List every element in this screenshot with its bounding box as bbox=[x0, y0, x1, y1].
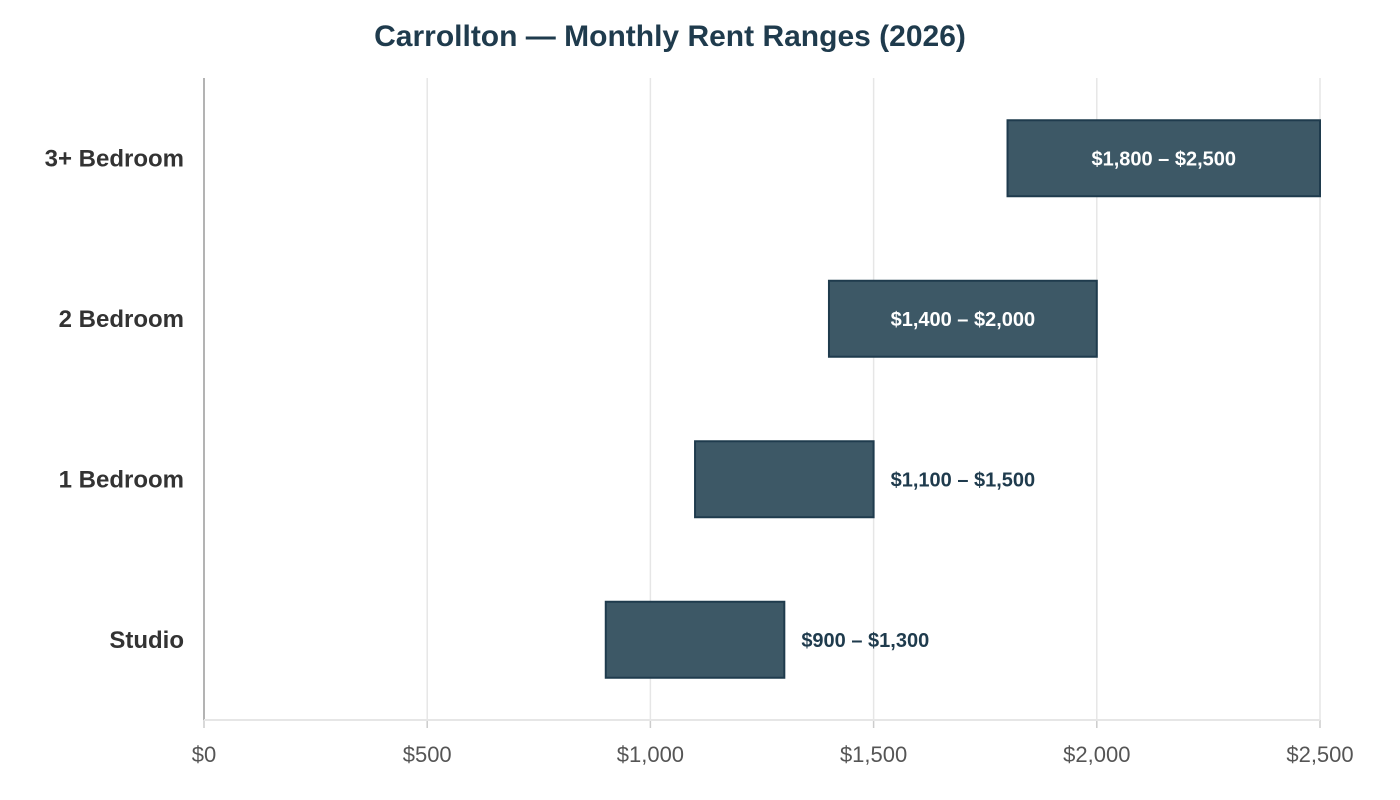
range-bar bbox=[827, 279, 1098, 358]
category-label: 3+ Bedroom bbox=[45, 145, 184, 172]
x-tick-label: $2,500 bbox=[1286, 742, 1353, 767]
x-tick-label: $2,000 bbox=[1063, 742, 1130, 767]
category-label: 1 Bedroom bbox=[59, 466, 184, 493]
x-tick-label: $1,000 bbox=[617, 742, 684, 767]
axes: $0 $500 $1,000 $1,500 $2,000 $2,500 bbox=[192, 78, 1354, 767]
bar-value-label: $1,400 – $2,000 bbox=[891, 309, 1036, 331]
bar-value-label: $1,100 – $1,500 bbox=[891, 469, 1036, 491]
x-tick-label: $0 bbox=[192, 742, 216, 767]
category-label: Studio bbox=[109, 627, 184, 654]
category-label: 2 Bedroom bbox=[59, 306, 184, 333]
bars bbox=[604, 119, 1322, 679]
range-bar bbox=[1006, 119, 1322, 198]
labels: Studio $900 – $1,300 1 Bedroom $1,100 – $1,… bbox=[45, 145, 1236, 654]
x-tick-label: $1,500 bbox=[840, 742, 907, 767]
chart-title: Carrollton — Monthly Rent Ranges (2026) bbox=[374, 20, 966, 53]
range-bar bbox=[694, 440, 875, 519]
range-bar bbox=[604, 600, 786, 679]
bar-value-label: $1,800 – $2,500 bbox=[1091, 148, 1236, 170]
x-tick-label: $500 bbox=[403, 742, 452, 767]
bar-value-label: $900 – $1,300 bbox=[801, 630, 929, 652]
